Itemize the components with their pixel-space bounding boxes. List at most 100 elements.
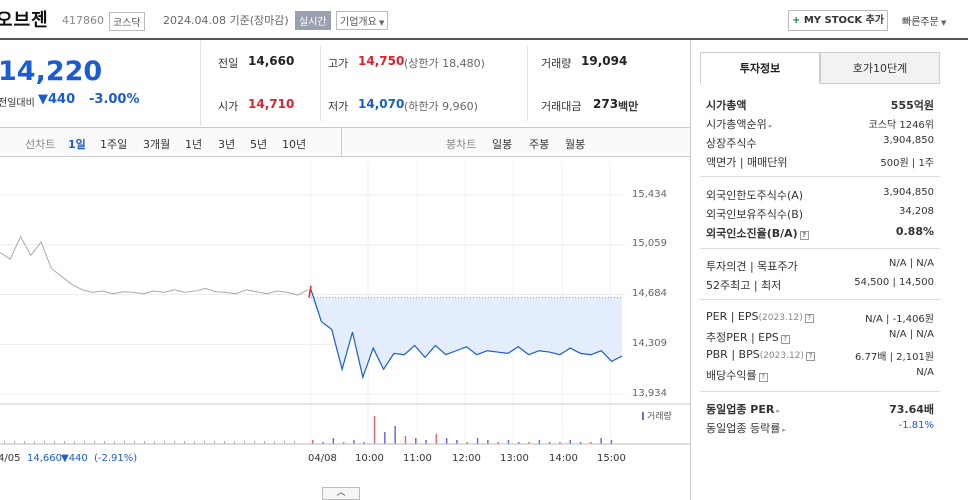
shares-label: 상장주식수 <box>706 137 757 150</box>
candle-weekly[interactable]: 주봉 <box>529 138 550 151</box>
foreign-limit-label: 외국인한도주식수(A) <box>706 189 804 202</box>
volume-bar <box>234 441 235 444</box>
volume-bar <box>466 442 468 444</box>
upper-limit: (상한가 18,480) <box>404 57 485 70</box>
candle-monthly[interactable]: 월봉 <box>565 138 586 151</box>
trade-unit: 1주 <box>918 158 934 169</box>
shares-value: 3,904,850 <box>883 135 934 146</box>
collapse-chart-button[interactable]: ︿ <box>322 487 360 500</box>
caret-right-icon: ▸ <box>782 426 786 434</box>
industry-rate-row[interactable]: 동일업종 등락률 ▸ -1.81% <box>700 418 940 436</box>
market-cap-rank-label: 시가총액순위 ▸ <box>706 116 772 132</box>
caret-right-icon: ▸ <box>768 122 773 130</box>
prev-day-price-line <box>0 235 309 296</box>
volume-bar <box>194 441 195 444</box>
volume-bar <box>144 441 145 444</box>
pbr-bps-text: PBR | BPS <box>706 348 760 361</box>
period-3month[interactable]: 3개월 <box>143 138 171 151</box>
volume-bar <box>214 441 215 444</box>
industry-per-row[interactable]: 동일업종 PER ▸ 73.64배 <box>700 399 940 417</box>
base-date: 2024.04.08 기준(장마감) <box>163 14 289 27</box>
week52-values: 54,500 | 14,500 <box>854 277 934 288</box>
volume-bar <box>14 441 15 444</box>
opinion-values: N/A | N/A <box>888 258 934 269</box>
industry-per-text: 동일업종 PER <box>706 403 775 416</box>
pbr-bps-row: PBR | BPS(2023.12)? 6.77배 | 2,101원 <box>700 346 940 364</box>
volume-bar <box>284 441 285 444</box>
per-eps-values: N/A | -1,406원 <box>865 314 934 325</box>
foreign-ratio-value: 0.88% <box>895 225 934 238</box>
volume-bar <box>373 416 376 444</box>
volume-bar <box>264 441 265 444</box>
volume-bar <box>254 441 255 444</box>
period-1day[interactable]: 1일 <box>68 138 86 151</box>
volume-bar <box>184 441 185 444</box>
price-fill-area <box>311 297 622 378</box>
est-per-values: N/A | N/A <box>888 329 934 340</box>
period-3year[interactable]: 3년 <box>218 138 236 151</box>
market-cap-rank-value: 코스닥 1246위 <box>868 120 934 131</box>
period-1year[interactable]: 1년 <box>185 138 203 151</box>
volume-bar <box>476 438 479 444</box>
bps-value: 2,101원 <box>896 352 934 363</box>
pbr-bps-date: (2023.12) <box>759 351 804 361</box>
period-10year[interactable]: 10년 <box>282 138 307 151</box>
foreign-hold-label: 외국인보유주식수(B) <box>706 208 804 221</box>
market-cap-rank-row[interactable]: 시가총액순위 ▸ 코스닥 1246위 <box>700 114 940 132</box>
volume-bar <box>34 441 35 444</box>
price-chart[interactable] <box>0 158 690 488</box>
open-label: 시가 <box>218 100 239 113</box>
divider <box>700 248 940 249</box>
volume-bar <box>569 440 571 444</box>
volume-bar <box>134 441 135 444</box>
tab-quote-10[interactable]: 호가10단계 <box>820 52 940 84</box>
market-cap-label: 시가총액 <box>706 99 747 112</box>
change-amount: 440 <box>48 92 76 107</box>
candle-daily[interactable]: 일봉 <box>492 138 513 151</box>
week52-row: 52주최고 | 최저 54,500 | 14,500 <box>700 275 940 293</box>
industry-rate-text: 동일업종 등락률 <box>706 422 781 435</box>
foreign-ratio-text: 외국인소진율(B/A) <box>706 227 798 240</box>
my-stock-label: MY STOCK 추가 <box>803 15 885 26</box>
industry-rate-value: -1.81% <box>898 420 934 431</box>
tab-invest-info[interactable]: 투자정보 <box>700 52 820 84</box>
week52-low: 14,500 <box>899 277 934 288</box>
volume-legend-swatch <box>642 412 644 420</box>
volume-bar <box>332 438 335 444</box>
chart-grid <box>0 162 625 444</box>
help-icon[interactable]: ? <box>804 314 814 323</box>
volume-bar <box>518 442 520 444</box>
volume-bar <box>312 440 314 444</box>
divider <box>200 41 201 126</box>
per-value: N/A <box>865 314 883 325</box>
opinion-value: N/A <box>888 258 907 269</box>
help-icon[interactable]: ? <box>758 373 768 382</box>
y-tick-label: 14,684 <box>632 288 667 299</box>
period-5year[interactable]: 5년 <box>250 138 268 151</box>
help-icon[interactable]: ? <box>780 335 790 344</box>
pbr-bps-values: 6.77배 | 2,101원 <box>854 352 934 363</box>
divider <box>700 391 940 392</box>
help-icon[interactable]: ? <box>805 352 815 361</box>
market-cap-value: 555억원 <box>890 99 934 112</box>
stock-name: 오브젠 <box>0 10 49 31</box>
volume-bar <box>174 441 175 444</box>
period-1week[interactable]: 1주일 <box>100 138 128 151</box>
volume-bar <box>600 438 602 444</box>
today-price-line <box>310 289 623 380</box>
industry-per-value: 73.64배 <box>889 403 934 416</box>
market-badge: 코스닥 <box>109 12 145 31</box>
dividend-value: N/A <box>916 367 934 378</box>
my-stock-button[interactable]: + MY STOCK 추가 <box>788 10 888 31</box>
company-info-dropdown[interactable]: 기업개요 ▼ <box>336 11 389 30</box>
volume-bar <box>590 442 592 444</box>
help-icon[interactable]: ? <box>799 231 809 240</box>
foreign-hold-value: 34,208 <box>899 206 934 217</box>
x-tick-label: 10:00 <box>355 453 384 464</box>
quick-order-button[interactable]: 빠른주문 ▼ <box>902 13 946 28</box>
volume-bar <box>74 441 75 444</box>
realtime-button[interactable]: 실시간 <box>295 11 331 30</box>
per-eps-text: PER | EPS <box>706 310 759 323</box>
x-tick-label: 13:00 <box>500 453 529 464</box>
stock-code: 417860 <box>62 14 104 27</box>
